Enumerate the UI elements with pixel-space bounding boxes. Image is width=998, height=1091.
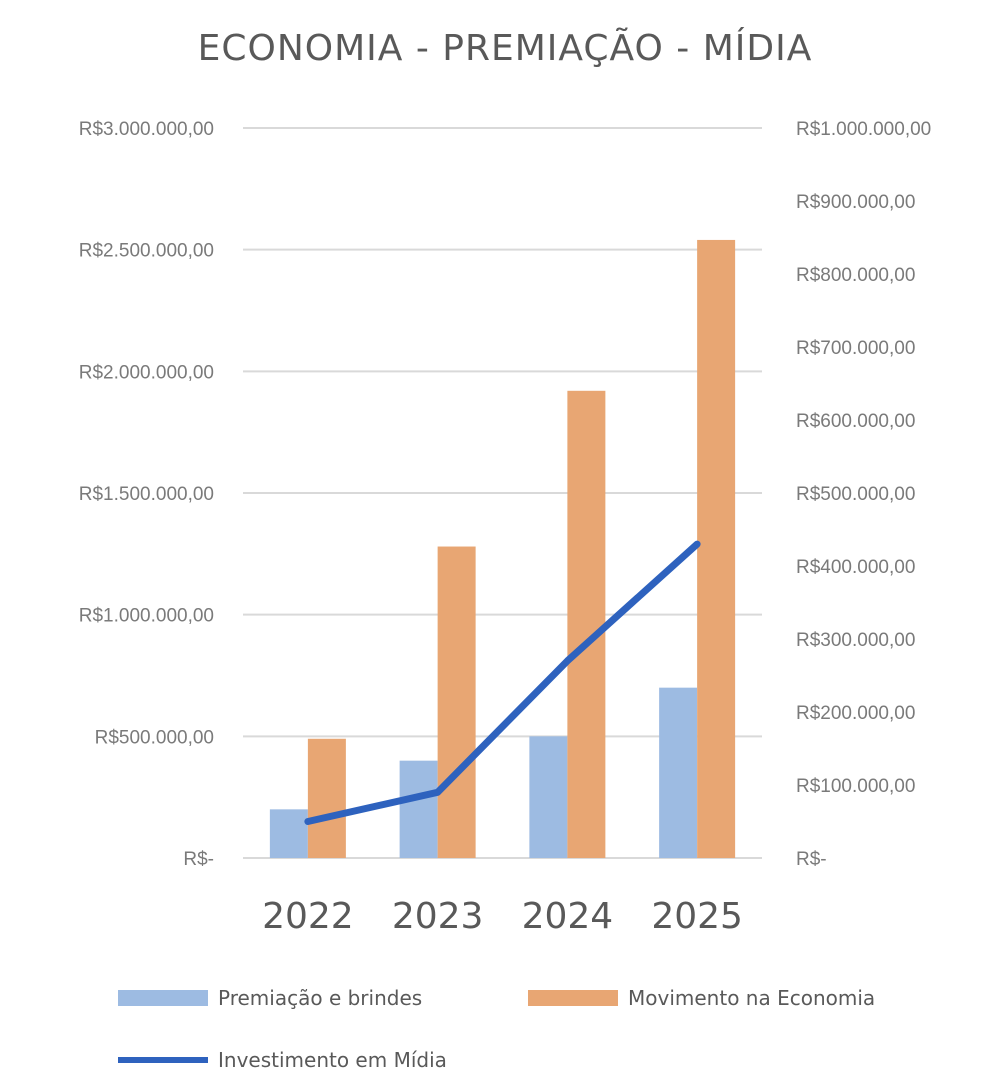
x-axis: 2022 2023 2024 2025 xyxy=(262,896,743,937)
x-tick-label: 2022 xyxy=(262,896,354,937)
y-tick-label: R$1.500.000,00 xyxy=(79,484,214,505)
gridlines xyxy=(243,127,762,859)
y-tick-label: R$500.000,00 xyxy=(95,727,214,748)
y2-tick-label: R$500.000,00 xyxy=(796,484,915,505)
x-tick-label: 2024 xyxy=(522,896,614,937)
y2-tick-label: R$1.000.000,00 xyxy=(796,119,931,140)
x-tick-label: 2025 xyxy=(651,896,743,937)
y2-tick-label: R$100.000,00 xyxy=(796,776,915,797)
bar xyxy=(529,736,568,858)
legend-label: Investimento em Mídia xyxy=(218,1048,447,1072)
legend-swatch xyxy=(118,990,208,1006)
y2-tick-label: R$- xyxy=(796,849,827,870)
y-tick-label: R$- xyxy=(183,849,214,870)
secondary-y-axis: R$- R$100.000,00 R$200.000,00 R$300.000,00 R… xyxy=(796,119,931,870)
series-line xyxy=(304,540,701,825)
bar-series xyxy=(269,239,736,858)
y2-tick-label: R$200.000,00 xyxy=(796,703,915,724)
chart-title: ECONOMIA - PREMIAÇÃO - MÍDIA xyxy=(198,27,813,69)
y-tick-label: R$3.000.000,00 xyxy=(79,119,214,140)
legend-label: Movimento na Economia xyxy=(628,986,875,1010)
legend: Premiação e brindes Movimento na Economia… xyxy=(118,986,875,1072)
line-series xyxy=(304,540,701,825)
y-tick-label: R$2.500.000,00 xyxy=(79,241,214,262)
y2-tick-label: R$600.000,00 xyxy=(796,411,915,432)
y-tick-label: R$1.000.000,00 xyxy=(79,606,214,627)
y2-tick-label: R$300.000,00 xyxy=(796,630,915,651)
bar xyxy=(307,738,346,858)
y2-tick-label: R$900.000,00 xyxy=(796,192,915,213)
bar xyxy=(399,760,438,858)
bar xyxy=(567,390,606,858)
y2-tick-label: R$800.000,00 xyxy=(796,265,915,286)
primary-y-axis: R$- R$500.000,00 R$1.000.000,00 R$1.500.000… xyxy=(79,119,214,870)
y-tick-label: R$2.000.000,00 xyxy=(79,362,214,383)
bar xyxy=(437,546,476,858)
x-tick-label: 2023 xyxy=(392,896,484,937)
bar xyxy=(697,239,736,858)
y2-tick-label: R$700.000,00 xyxy=(796,338,915,359)
bar xyxy=(269,809,308,858)
legend-label: Premiação e brindes xyxy=(218,986,422,1010)
y2-tick-label: R$400.000,00 xyxy=(796,557,915,578)
bar xyxy=(659,687,698,858)
legend-swatch xyxy=(528,990,618,1006)
